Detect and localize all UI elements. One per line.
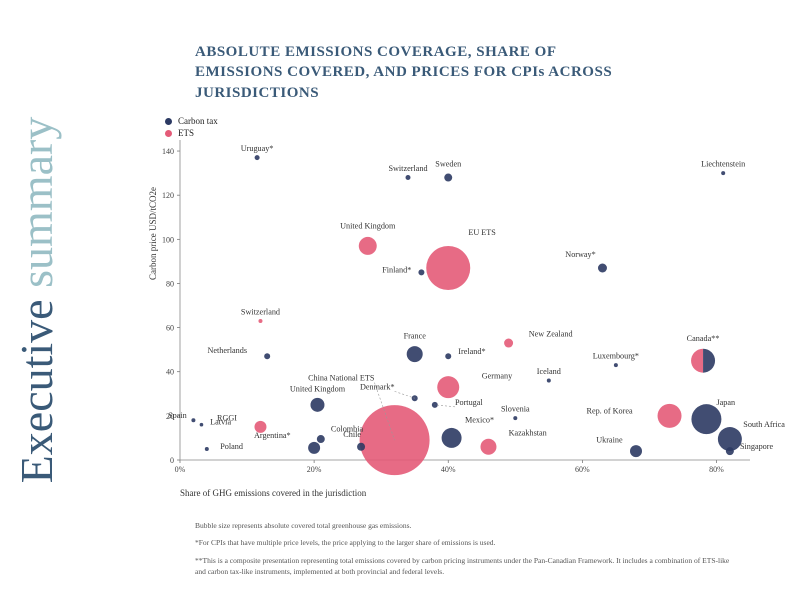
footnote-1: Bubble size represents absolute covered …: [195, 520, 735, 531]
svg-text:0%: 0%: [175, 465, 186, 474]
bubble-Kazakhstan: [480, 439, 496, 455]
bubble-Norway*: [598, 264, 607, 273]
chart-plot: 0%20%40%60%80%020406080100120140Uruguay*…: [175, 140, 755, 470]
bubble-label: Chile: [343, 430, 361, 439]
bubble-Spain: [191, 418, 195, 422]
legend-swatch-carbon-tax: [165, 118, 172, 125]
legend-label: ETS: [178, 128, 194, 138]
bubble-label: New Zealand: [529, 329, 573, 338]
chart-title: ABSOLUTE EMISSIONS COVERAGE, SHARE OF EM…: [195, 42, 625, 103]
footnote-2: *For CPIs that have multiple price level…: [195, 537, 735, 548]
bubble-label: Canada**: [687, 334, 720, 343]
svg-text:20%: 20%: [307, 465, 322, 474]
bubble-Finland*: [418, 269, 424, 275]
side-title-word1: Executive: [11, 299, 62, 483]
bubble-France: [407, 346, 423, 362]
bubble-Slovenia: [513, 416, 517, 420]
bubble-Argentina*: [308, 442, 320, 454]
bubble-Poland: [205, 447, 209, 451]
legend-label: Carbon tax: [178, 116, 218, 126]
svg-text:40: 40: [166, 368, 174, 377]
bubble-label: Denmark*: [360, 382, 395, 391]
bubble-label: China National ETS: [308, 374, 375, 383]
side-title: Executive summary: [10, 117, 63, 484]
bubble-label: Switzerland: [241, 307, 280, 316]
x-axis-label: Share of GHG emissions covered in the ju…: [180, 488, 366, 498]
bubble-label: RGGI: [217, 413, 237, 422]
bubble-New Zealand: [504, 339, 513, 348]
bubble-Switzerland: [258, 319, 262, 323]
svg-text:100: 100: [162, 235, 174, 244]
bubble-label: Mexico*: [465, 415, 494, 424]
svg-text:140: 140: [162, 147, 174, 156]
bubble-label: Kazakhstan: [509, 429, 547, 438]
bubble-Colombia: [317, 435, 325, 443]
bubble-label: Slovenia: [501, 404, 530, 413]
bubble-Germany: [437, 376, 459, 398]
svg-text:80%: 80%: [709, 465, 724, 474]
bubble-label: EU ETS: [468, 228, 496, 237]
bubble-label: Ireland*: [458, 347, 485, 356]
legend-swatch-ets: [165, 130, 172, 137]
bubble-China National ETS: [360, 405, 430, 475]
bubble-United Kingdom: [359, 237, 377, 255]
svg-text:60: 60: [166, 324, 174, 333]
footnote-3: **This is a composite presentation repre…: [195, 555, 735, 578]
svg-text:80: 80: [166, 279, 174, 288]
bubble-Luxembourg*: [614, 363, 618, 367]
bubble-label: Poland: [220, 442, 243, 451]
bubble-label: Japan: [716, 398, 735, 407]
bubble-label: Finland*: [382, 265, 411, 274]
svg-text:0: 0: [170, 456, 174, 465]
bubble-label: Norway*: [565, 250, 595, 259]
bubble-label: Germany: [482, 371, 513, 380]
bubble-label: United Kingdom: [290, 385, 346, 394]
bubble-label: Netherlands: [207, 346, 247, 355]
legend-item-ets: ETS: [165, 128, 218, 138]
bubble-label: Iceland: [537, 367, 561, 376]
bubble-Switzerland: [406, 175, 411, 180]
bubble-label: Rep. of Korea: [586, 407, 633, 416]
bubble-Canada**: [691, 349, 715, 373]
bubble-EU ETS: [426, 246, 470, 290]
y-axis-label: Carbon price USD/tCO2e: [148, 187, 158, 280]
svg-text:60%: 60%: [575, 465, 590, 474]
bubble-Ireland*: [445, 353, 451, 359]
bubble-Singapore: [726, 447, 734, 455]
legend: Carbon tax ETS: [165, 116, 218, 140]
legend-item-carbon-tax: Carbon tax: [165, 116, 218, 126]
bubble-label: United Kingdom: [340, 221, 396, 230]
bubble-label: Luxembourg*: [593, 351, 639, 360]
bubble-label: Portugal: [455, 398, 483, 407]
bubble-Ukraine: [630, 445, 642, 457]
chart-svg: 0%20%40%60%80%020406080100120140Uruguay*…: [175, 140, 755, 470]
side-title-word2: summary: [11, 117, 62, 300]
bubble-Liechtenstein: [721, 171, 725, 175]
bubble-label: Liechtenstein: [701, 159, 745, 168]
bubble-United Kingdom: [310, 398, 324, 412]
bubble-Mexico*: [442, 428, 462, 448]
bubble-Sweden: [444, 174, 452, 182]
bubble-label: South Africa: [743, 420, 785, 429]
bubble-Uruguay*: [255, 155, 260, 160]
bubble-label: Uruguay*: [241, 144, 274, 153]
bubble-Iceland: [547, 379, 551, 383]
bubble-Japan: [691, 404, 721, 434]
bubble-Chile: [357, 443, 365, 451]
bubble-label: Sweden: [435, 159, 461, 168]
bubble-label: Switzerland: [388, 164, 427, 173]
bubble-Netherlands: [264, 353, 270, 359]
bubble-label: Ukraine: [596, 435, 623, 444]
bubble-label: Spain: [168, 411, 187, 420]
bubble-label: France: [404, 332, 427, 341]
svg-text:40%: 40%: [441, 465, 456, 474]
svg-text:120: 120: [162, 191, 174, 200]
footnotes: Bubble size represents absolute covered …: [195, 520, 735, 583]
bubble-label: Argentina*: [254, 431, 291, 440]
bubble-label: Singapore: [740, 442, 774, 451]
bubble-Latvia: [200, 423, 204, 427]
bubble-Rep. of Korea: [658, 404, 682, 428]
